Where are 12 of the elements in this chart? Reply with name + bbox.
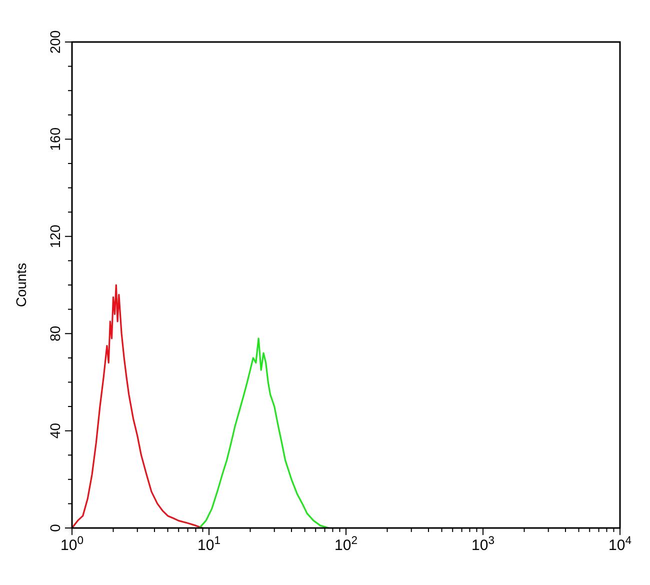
x-tick-label: 10$^{1}$ [198, 535, 220, 554]
x-tick-label: 10$^{0}$ [60, 535, 84, 554]
y-tick-label: 40 [47, 422, 63, 439]
x-tick-label: 10$^{3}$ [472, 535, 494, 554]
y-axis-title: Counts [13, 262, 29, 308]
x-tick-label: 10$^{4}$ [608, 535, 632, 554]
x-tick-label: 10$^{2}$ [334, 535, 358, 554]
y-tick-label: 200 [47, 30, 63, 54]
y-tick-label: 120 [47, 224, 63, 248]
y-tick-label: 80 [47, 326, 63, 342]
y-tick-label: 0 [47, 524, 63, 532]
y-tick-label: 160 [47, 127, 63, 151]
